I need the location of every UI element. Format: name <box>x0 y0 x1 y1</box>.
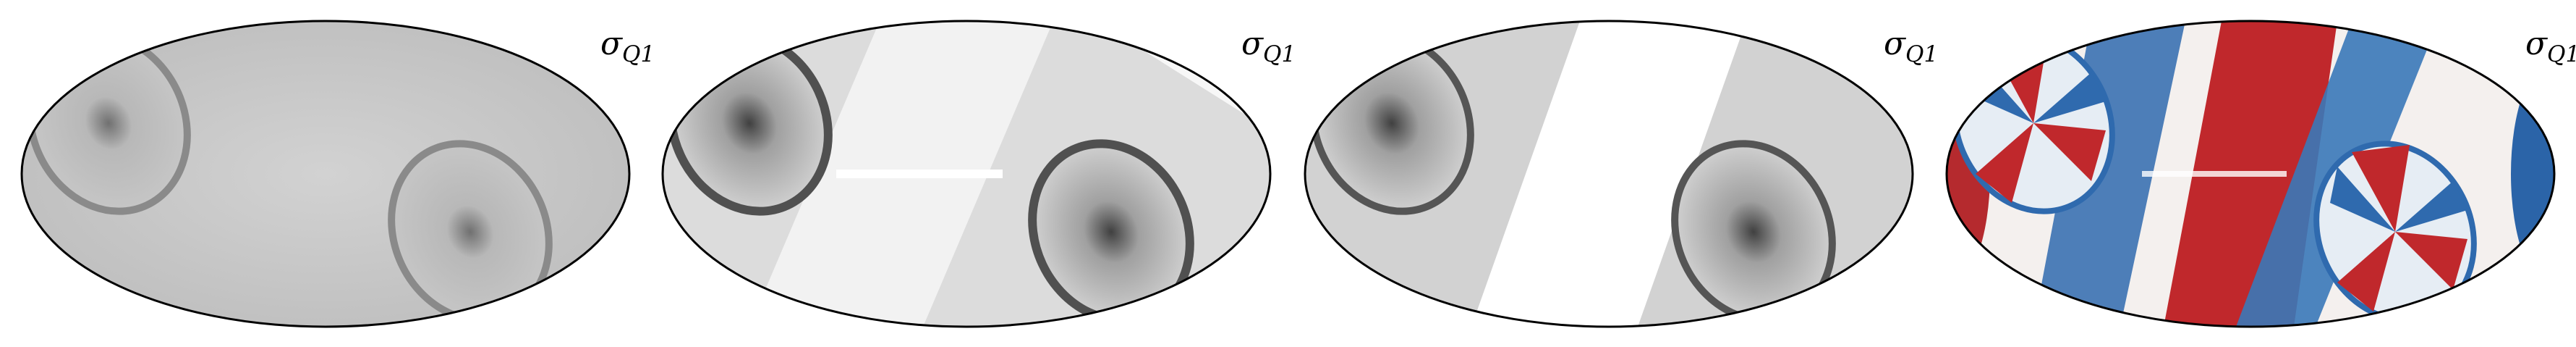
panel-label: σQ1 <box>1884 25 1938 67</box>
map-panel: σQ1 <box>1945 20 2576 328</box>
map-panel: σQ1 <box>661 20 1296 328</box>
panel-label: σQ1 <box>1241 25 1296 67</box>
panel-label: σQ1 <box>2525 25 2576 67</box>
panel-label: σQ1 <box>600 25 655 67</box>
map-panel: σQ1 <box>20 20 655 328</box>
map-panel: σQ1 <box>1304 20 1938 328</box>
